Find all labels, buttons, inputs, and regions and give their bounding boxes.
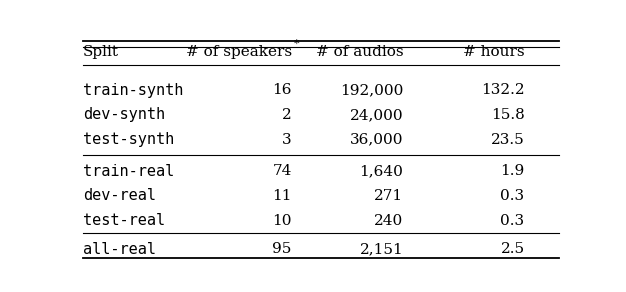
Text: # hours: # hours [463, 45, 525, 59]
Text: 10: 10 [272, 213, 292, 227]
Text: 3: 3 [282, 133, 292, 147]
Text: 11: 11 [272, 189, 292, 203]
Text: # of audios: # of audios [316, 45, 403, 59]
Text: 271: 271 [374, 189, 403, 203]
Text: dev-synth: dev-synth [83, 107, 165, 122]
Text: 23.5: 23.5 [491, 133, 525, 147]
Text: *: * [294, 39, 300, 49]
Text: train-synth: train-synth [83, 83, 183, 98]
Text: 1,640: 1,640 [359, 164, 403, 178]
Text: 24,000: 24,000 [350, 108, 403, 122]
Text: 74: 74 [272, 164, 292, 178]
Text: # of speakers: # of speakers [185, 45, 292, 59]
Text: 192,000: 192,000 [340, 83, 403, 97]
Text: 1.9: 1.9 [500, 164, 525, 178]
Text: train-real: train-real [83, 164, 175, 179]
Text: 95: 95 [272, 242, 292, 256]
Text: 2: 2 [282, 108, 292, 122]
Text: test-real: test-real [83, 213, 165, 228]
Text: 240: 240 [374, 213, 403, 227]
Text: all-real: all-real [83, 241, 156, 257]
Text: test-synth: test-synth [83, 132, 175, 147]
Text: Split: Split [83, 45, 119, 59]
Text: 15.8: 15.8 [491, 108, 525, 122]
Text: 132.2: 132.2 [481, 83, 525, 97]
Text: 16: 16 [272, 83, 292, 97]
Text: dev-real: dev-real [83, 188, 156, 203]
Text: 36,000: 36,000 [350, 133, 403, 147]
Text: 2.5: 2.5 [500, 242, 525, 256]
Text: 0.3: 0.3 [500, 189, 525, 203]
Text: 0.3: 0.3 [500, 213, 525, 227]
Text: 2,151: 2,151 [359, 242, 403, 256]
